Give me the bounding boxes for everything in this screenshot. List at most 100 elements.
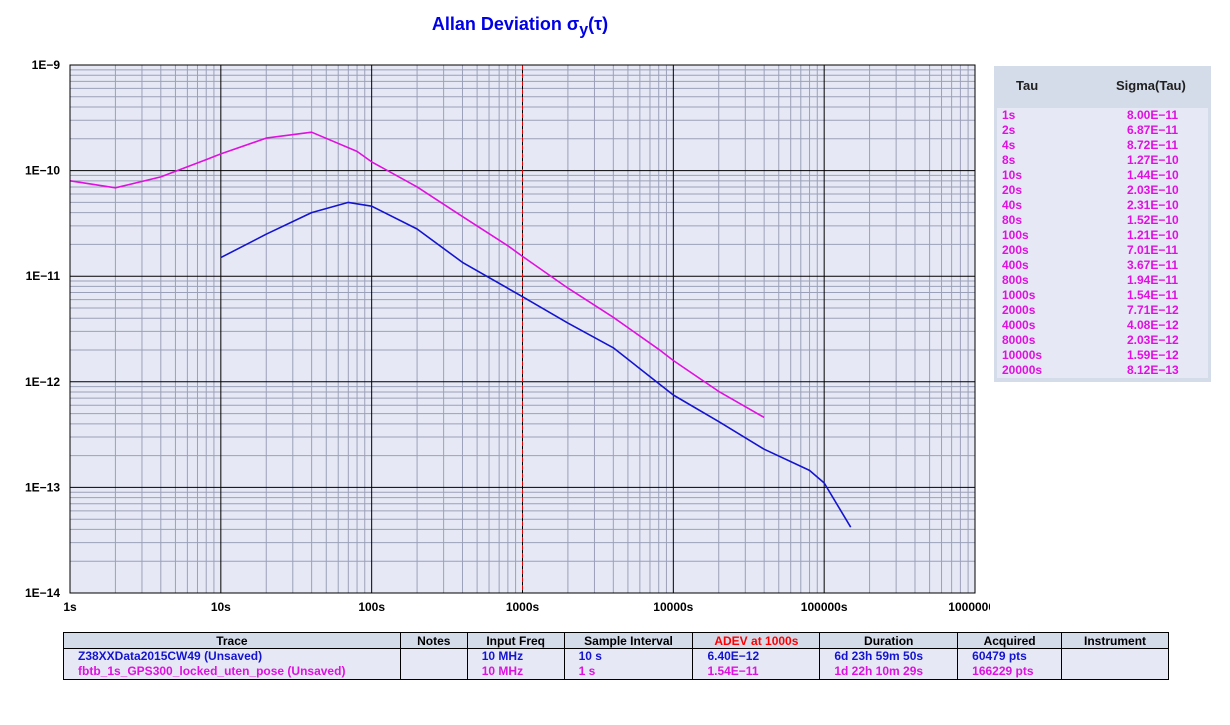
trace-name: Z38XXData2015CW49 (Unsaved)	[63, 648, 401, 664]
tau-row: 800s 1.94E−11	[997, 273, 1208, 288]
tau-value: 20000s	[1002, 363, 1043, 377]
tau-value: 8000s	[1002, 333, 1036, 347]
tau-row: 10000s 1.59E−12	[997, 348, 1208, 363]
col-notes[interactable]: Notes	[399, 632, 468, 649]
trace-instrument	[1061, 648, 1169, 664]
tau-sigma-panel: Tau Sigma(Tau) 1s 8.00E−11 2s 6.87E−11 4s 8.7…	[994, 66, 1211, 382]
sigma-value: 1.54E−11	[1127, 288, 1179, 302]
tau-value: 1000s	[1002, 288, 1036, 302]
tau-row: 400s 3.67E−11	[997, 258, 1208, 273]
sigma-value: 1.52E−10	[1127, 213, 1179, 227]
x-tick-label: 1000s	[506, 600, 540, 614]
tau-row: 20s 2.03E−10	[997, 183, 1208, 198]
sigma-value: 8.00E−11	[1127, 108, 1179, 122]
sigma-value: 1.59E−12	[1127, 348, 1179, 362]
tau-row: 80s 1.52E−10	[997, 213, 1208, 228]
trace-name: fbtb_1s_GPS300_locked_uten_pose (Unsaved…	[63, 664, 401, 680]
tau-row: 10s 1.44E−10	[997, 168, 1208, 183]
trace-adev: 1.54E−11	[692, 664, 821, 680]
x-axis: 1s 10s 100s 1000s 10000s 100000s 1000000s	[63, 600, 990, 614]
col-acquired[interactable]: Acquired	[957, 632, 1063, 649]
tau-row: 2000s 7.71E−12	[997, 303, 1208, 318]
tau-header: Tau	[1016, 78, 1039, 93]
sigma-value: 2.03E−12	[1127, 333, 1179, 347]
sigma-value: 4.08E−12	[1127, 318, 1179, 332]
sigma-value: 1.21E−10	[1127, 228, 1179, 242]
tau-row: 40s 2.31E−10	[997, 198, 1208, 213]
tau-value: 10000s	[1002, 348, 1043, 362]
plot-frame	[69, 64, 976, 594]
tau-value: 8s	[1002, 153, 1016, 167]
sigma-value: 1.27E−10	[1127, 153, 1179, 167]
x-tick-label: 1s	[63, 600, 77, 614]
tau-value: 10s	[1002, 168, 1023, 182]
trace-instrument	[1061, 664, 1169, 680]
col-duration[interactable]: Duration	[819, 632, 959, 649]
chart-title-text: Allan Deviation	[431, 14, 562, 34]
x-tick-label: 10000s	[653, 600, 693, 614]
y-tick-label: 1E−14	[25, 586, 60, 600]
chart-title-sigma: σ	[566, 14, 580, 34]
trace-input-freq: 10 MHz	[466, 664, 565, 680]
tau-value: 80s	[1002, 213, 1023, 227]
tau-value: 20s	[1002, 183, 1023, 197]
y-tick-label: 1E−13	[25, 480, 60, 494]
trace-row[interactable]: fbtb_1s_GPS300_locked_uten_pose (Unsaved…	[63, 664, 1169, 680]
trace-table-header: Trace Notes Input Freq Sample Interval A…	[63, 632, 1169, 649]
tau-row: 4000s 4.08E−12	[997, 318, 1208, 333]
tau-value: 40s	[1002, 198, 1023, 212]
col-sample-interval[interactable]: Sample Interval	[563, 632, 694, 649]
tau-value: 2000s	[1002, 303, 1036, 317]
trace-acquired: 166229 pts	[957, 664, 1063, 680]
y-axis: 1E−9 1E−10 1E−11 1E−12 1E−13 1E−14	[25, 58, 60, 600]
col-instrument[interactable]: Instrument	[1061, 632, 1169, 649]
chart-title-subscript: y	[579, 21, 589, 39]
sigma-value: 1.94E−11	[1127, 273, 1179, 287]
sigma-header: Sigma(Tau)	[1116, 78, 1186, 93]
tau-value: 1s	[1002, 108, 1016, 122]
sigma-value: 7.71E−12	[1127, 303, 1179, 317]
tau-value: 200s	[1002, 243, 1029, 257]
allan-deviation-chart: 1s 10s 100s 1000s 10000s 100000s 1000000s 1E−9…	[25, 58, 990, 614]
col-input-freq[interactable]: Input Freq	[466, 632, 565, 649]
sigma-value: 2.31E−10	[1127, 198, 1179, 212]
trace-acquired: 60479 pts	[957, 648, 1063, 664]
series-group	[69, 131, 852, 528]
tau-row: 4s 8.72E−11	[997, 138, 1208, 153]
col-adev[interactable]: ADEV at 1000s	[692, 632, 821, 649]
x-tick-label: 10s	[211, 600, 231, 614]
col-trace[interactable]: Trace	[63, 632, 401, 649]
tau-row: 8s 1.27E−10	[997, 153, 1208, 168]
series-line-1	[220, 201, 852, 528]
x-tick-label: 100s	[358, 600, 385, 614]
chart-title: Allan Deviation σy(τ)	[0, 14, 1040, 40]
trace-row[interactable]: Z38XXData2015CW49 (Unsaved) 10 MHz 10 s …	[63, 648, 1169, 664]
y-tick-label: 1E−12	[25, 375, 60, 389]
sigma-value: 8.12E−13	[1127, 363, 1179, 377]
trace-duration: 6d 23h 59m 50s	[819, 648, 959, 664]
trace-adev: 6.40E−12	[692, 648, 821, 664]
tau-value: 4s	[1002, 138, 1016, 152]
trace-duration: 1d 22h 10m 29s	[819, 664, 959, 680]
trace-notes	[399, 648, 468, 664]
x-tick-label: 1000000s	[948, 600, 990, 614]
tau-row: 1s 8.00E−11	[997, 108, 1208, 123]
tau-value: 4000s	[1002, 318, 1036, 332]
tau-row: 8000s 2.03E−12	[997, 333, 1208, 348]
trace-notes	[399, 664, 468, 680]
sigma-value: 3.67E−11	[1127, 258, 1179, 272]
tau-row: 200s 7.01E−11	[997, 243, 1208, 258]
sigma-value: 2.03E−10	[1127, 183, 1179, 197]
trace-sample-interval: 1 s	[563, 664, 694, 680]
sigma-value: 6.87E−11	[1127, 123, 1179, 137]
tau-row: 100s 1.21E−10	[997, 228, 1208, 243]
tau-value: 100s	[1002, 228, 1029, 242]
y-tick-label: 1E−9	[32, 58, 61, 72]
y-tick-label: 1E−10	[25, 164, 60, 178]
sigma-value: 7.01E−11	[1127, 243, 1179, 257]
tau-value: 800s	[1002, 273, 1029, 287]
trace-sample-interval: 10 s	[563, 648, 694, 664]
x-tick-label: 100000s	[801, 600, 848, 614]
tau-row: 2s 6.87E−11	[997, 123, 1208, 138]
series-line-2	[69, 131, 765, 419]
